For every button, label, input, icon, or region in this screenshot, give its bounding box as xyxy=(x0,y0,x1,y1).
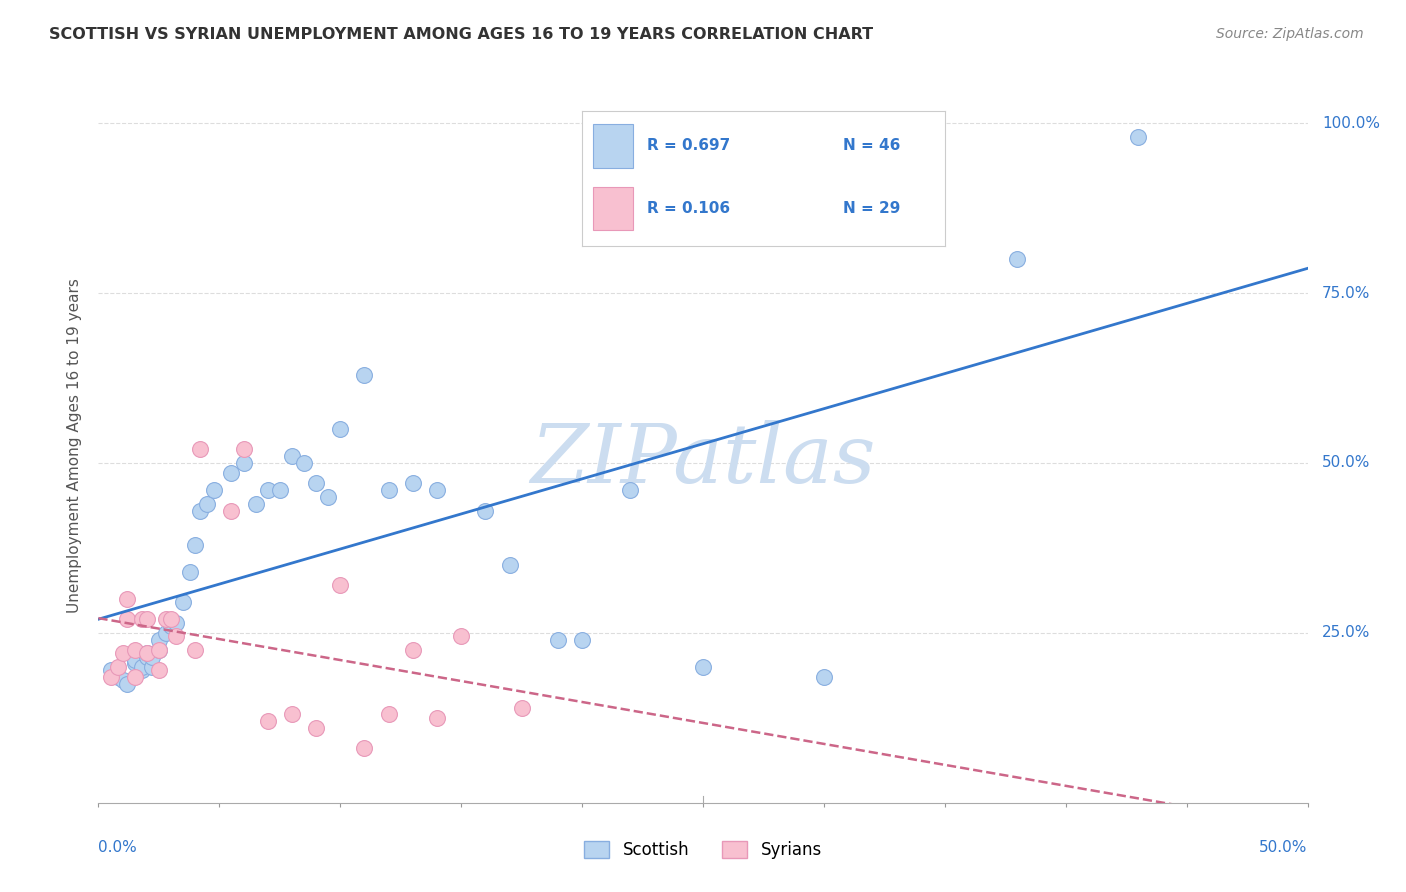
Point xyxy=(107,670,129,684)
Point xyxy=(221,503,243,517)
Point xyxy=(188,503,211,517)
Point xyxy=(510,700,533,714)
Point xyxy=(547,632,569,647)
Text: ZIPatlas: ZIPatlas xyxy=(530,420,876,500)
Point xyxy=(165,615,187,630)
Point xyxy=(184,537,207,551)
Point xyxy=(124,670,146,684)
Text: 0.0%: 0.0% xyxy=(98,840,138,855)
Point xyxy=(329,578,352,592)
Legend: Scottish, Syrians: Scottish, Syrians xyxy=(578,834,828,866)
Point xyxy=(100,663,122,677)
Point xyxy=(131,660,153,674)
Point xyxy=(426,483,449,498)
Point xyxy=(402,476,425,491)
Point xyxy=(107,660,129,674)
Point xyxy=(111,646,134,660)
Text: Source: ZipAtlas.com: Source: ZipAtlas.com xyxy=(1216,27,1364,41)
Point xyxy=(141,660,163,674)
Point xyxy=(281,707,304,722)
Point xyxy=(269,483,291,498)
Point xyxy=(100,670,122,684)
Text: 50.0%: 50.0% xyxy=(1260,840,1308,855)
Y-axis label: Unemployment Among Ages 16 to 19 years: Unemployment Among Ages 16 to 19 years xyxy=(67,278,83,614)
Point xyxy=(135,649,157,664)
Text: 100.0%: 100.0% xyxy=(1322,116,1381,131)
Point xyxy=(124,657,146,671)
Point xyxy=(474,503,496,517)
Point xyxy=(148,663,170,677)
Point xyxy=(221,466,243,480)
Text: 75.0%: 75.0% xyxy=(1322,285,1371,301)
Point xyxy=(117,591,139,606)
Point xyxy=(204,483,226,498)
Point xyxy=(498,558,520,572)
Point xyxy=(117,612,139,626)
Point xyxy=(281,449,304,463)
Point xyxy=(155,612,177,626)
Point xyxy=(305,476,328,491)
Point xyxy=(292,456,315,470)
Point xyxy=(256,483,278,498)
Point xyxy=(426,711,449,725)
Point xyxy=(571,632,593,647)
Point xyxy=(148,632,170,647)
Point xyxy=(135,646,157,660)
Point xyxy=(232,456,254,470)
Point xyxy=(148,643,170,657)
Point xyxy=(256,714,278,729)
Point xyxy=(245,497,267,511)
Point xyxy=(813,670,835,684)
Point xyxy=(160,619,183,633)
Text: SCOTTISH VS SYRIAN UNEMPLOYMENT AMONG AGES 16 TO 19 YEARS CORRELATION CHART: SCOTTISH VS SYRIAN UNEMPLOYMENT AMONG AG… xyxy=(49,27,873,42)
Point xyxy=(135,612,157,626)
Point xyxy=(450,629,472,643)
Point xyxy=(141,649,163,664)
Point xyxy=(377,707,399,722)
Text: 50.0%: 50.0% xyxy=(1322,456,1371,470)
Point xyxy=(131,663,153,677)
Point xyxy=(232,442,254,457)
Point xyxy=(195,497,218,511)
Point xyxy=(305,721,328,735)
Text: 25.0%: 25.0% xyxy=(1322,625,1371,640)
Point xyxy=(1128,129,1150,144)
Point xyxy=(124,653,146,667)
Point xyxy=(402,643,425,657)
Point xyxy=(117,677,139,691)
Point xyxy=(353,741,375,756)
Point xyxy=(377,483,399,498)
Point xyxy=(184,643,207,657)
Point xyxy=(188,442,211,457)
Point xyxy=(148,643,170,657)
Point xyxy=(155,626,177,640)
Point xyxy=(172,595,194,609)
Point xyxy=(131,612,153,626)
Point xyxy=(316,490,339,504)
Point xyxy=(353,368,375,382)
Point xyxy=(165,629,187,643)
Point xyxy=(135,646,157,660)
Point xyxy=(111,673,134,688)
Point xyxy=(329,422,352,436)
Point xyxy=(179,565,201,579)
Point xyxy=(692,660,714,674)
Point xyxy=(160,612,183,626)
Point xyxy=(1007,252,1029,266)
Point xyxy=(619,483,641,498)
Point xyxy=(124,643,146,657)
